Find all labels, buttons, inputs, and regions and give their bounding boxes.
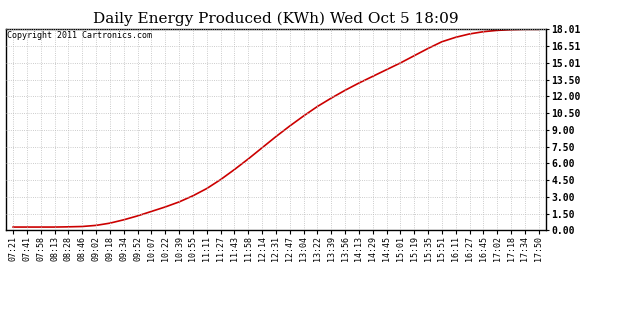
Title: Daily Energy Produced (KWh) Wed Oct 5 18:09: Daily Energy Produced (KWh) Wed Oct 5 18…: [93, 12, 459, 26]
Text: Copyright 2011 Cartronics.com: Copyright 2011 Cartronics.com: [7, 31, 153, 40]
